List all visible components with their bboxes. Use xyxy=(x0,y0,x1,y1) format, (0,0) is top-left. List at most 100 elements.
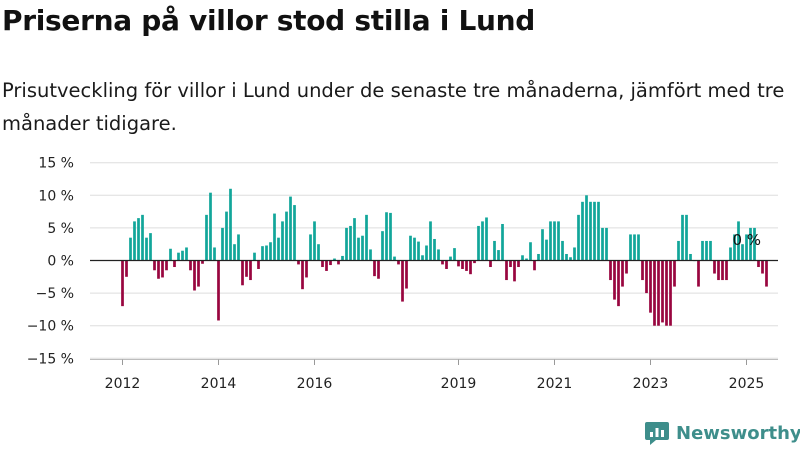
bar xyxy=(749,227,752,261)
bar xyxy=(413,237,416,261)
bar xyxy=(529,242,532,261)
bar xyxy=(665,260,668,326)
bar xyxy=(381,231,384,261)
bar xyxy=(437,249,440,261)
bar xyxy=(253,252,256,261)
x-axis-labels: 2012 2014 2016 2019 2021 2023 2025 xyxy=(105,359,764,392)
bar xyxy=(241,260,244,286)
bar xyxy=(545,239,548,261)
bar xyxy=(289,196,292,261)
y-tick-label: 10 % xyxy=(38,188,74,204)
bar xyxy=(553,221,556,261)
brand-logo: Newsworthy xyxy=(644,419,800,447)
bar xyxy=(717,260,720,281)
bar xyxy=(321,260,324,268)
bar xyxy=(337,260,340,265)
bar xyxy=(433,238,436,261)
bar xyxy=(521,255,524,261)
bar xyxy=(281,221,284,261)
bar xyxy=(317,244,320,261)
bar xyxy=(133,221,136,261)
bar xyxy=(341,255,344,261)
x-tick-label: 2016 xyxy=(297,376,333,392)
bar xyxy=(145,237,148,261)
bar xyxy=(581,201,584,261)
chart-logo-icon xyxy=(645,422,669,445)
bar xyxy=(309,234,312,261)
bar xyxy=(361,235,364,261)
bar xyxy=(593,201,596,261)
y-tick-label: −5 % xyxy=(36,286,74,302)
bar xyxy=(197,260,200,287)
bar xyxy=(121,260,124,307)
bar xyxy=(481,221,484,261)
bar xyxy=(209,192,212,261)
bar xyxy=(169,248,172,261)
y-tick-label: 0 % xyxy=(47,254,74,270)
bar xyxy=(697,260,700,287)
bar xyxy=(721,260,724,281)
grid-lines xyxy=(90,162,778,359)
bar xyxy=(441,260,444,265)
bar xyxy=(333,258,336,261)
bar xyxy=(625,260,628,274)
bar xyxy=(565,253,568,261)
bar xyxy=(573,247,576,261)
bar xyxy=(157,260,160,279)
bar xyxy=(297,260,300,265)
bar xyxy=(609,260,612,281)
bar xyxy=(137,218,140,261)
bar xyxy=(373,260,376,277)
bar-chart: −15 %−10 %−5 %0 %5 %10 %15 % 2012 2014 201… xyxy=(27,156,778,392)
bar xyxy=(473,260,476,264)
bar xyxy=(225,211,228,261)
bar xyxy=(185,247,188,261)
bar xyxy=(329,260,332,266)
bar xyxy=(305,260,308,278)
bar xyxy=(449,256,452,261)
chart-subtitle: Prisutveckling för villor i Lund under d… xyxy=(2,79,785,135)
bar xyxy=(629,234,632,261)
bar xyxy=(257,260,260,269)
bar xyxy=(701,240,704,261)
bar-series xyxy=(121,188,768,326)
bar xyxy=(685,214,688,261)
bar xyxy=(733,234,736,261)
x-tick-label: 2023 xyxy=(633,376,669,392)
bar xyxy=(213,247,216,261)
bar xyxy=(485,217,488,261)
bar xyxy=(141,214,144,261)
bar xyxy=(605,227,608,261)
bar xyxy=(293,205,296,261)
bar xyxy=(497,250,500,261)
bar xyxy=(541,229,544,261)
bar xyxy=(493,240,496,261)
bar xyxy=(425,245,428,261)
bar xyxy=(681,214,684,261)
bar xyxy=(153,260,156,271)
bar xyxy=(221,227,224,261)
bar xyxy=(265,245,268,261)
bar xyxy=(421,255,424,261)
bar xyxy=(245,260,248,277)
bar xyxy=(349,225,352,261)
bar xyxy=(429,221,432,261)
bar xyxy=(509,260,512,268)
bar xyxy=(753,227,756,261)
bar xyxy=(385,212,388,261)
bar xyxy=(389,212,392,261)
bar xyxy=(345,227,348,261)
bar xyxy=(597,201,600,261)
bar xyxy=(377,260,380,279)
bar xyxy=(285,211,288,261)
bar xyxy=(713,260,716,274)
bar xyxy=(561,240,564,261)
bar xyxy=(193,260,196,291)
bar xyxy=(233,244,236,261)
bar xyxy=(469,260,472,275)
bar xyxy=(357,237,360,261)
bar xyxy=(457,260,460,267)
x-tick-label: 2021 xyxy=(537,376,573,392)
chart-title: Priserna på villor stod stilla i Lund xyxy=(2,4,536,37)
bar xyxy=(401,260,404,302)
